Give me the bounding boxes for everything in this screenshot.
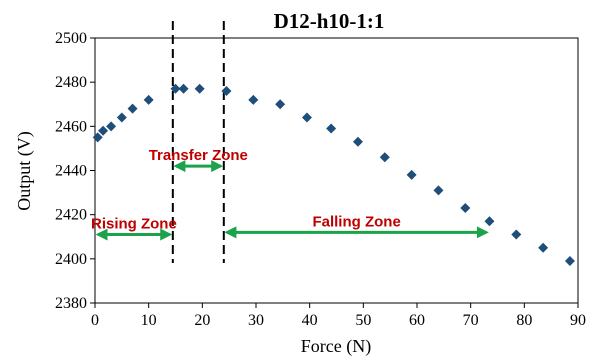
plot-frame: [94, 37, 579, 304]
x-tick-label: 80: [516, 312, 532, 329]
x-tick-label: 60: [409, 312, 425, 329]
data-point: [433, 185, 444, 196]
data-point: [301, 112, 312, 123]
data-point: [98, 125, 109, 136]
data-point: [484, 216, 495, 227]
data-point: [221, 86, 232, 96]
data-point: [127, 103, 138, 114]
y-tick-label: 2400: [55, 251, 87, 268]
y-tick-label: 2440: [55, 163, 87, 180]
data-point: [564, 256, 575, 267]
x-tick-label: 0: [91, 312, 99, 329]
x-tick-label: 30: [248, 312, 264, 329]
data-point: [248, 94, 259, 105]
y-tick-label: 2460: [55, 118, 87, 135]
data-point: [275, 99, 286, 110]
x-axis-label: Force (N): [301, 336, 371, 356]
zone-label: Falling Zone: [312, 213, 400, 230]
data-point: [406, 169, 417, 180]
x-tick-label: 70: [463, 312, 479, 329]
y-axis-label: Output (V): [14, 131, 35, 211]
x-tick-label: 10: [141, 312, 157, 329]
data-point: [194, 83, 205, 94]
zone-label: Rising Zone: [91, 216, 177, 233]
y-tick-label: 2420: [55, 207, 87, 224]
plot-area: 0 10 20 30 40 50 60 70 80 90 2380 2400 2420 2440 2460 2…: [55, 21, 586, 329]
data-point: [116, 112, 127, 123]
x-tick-label: 40: [302, 312, 318, 329]
x-tick-label: 20: [194, 312, 210, 329]
chart-title: D12-h10-1:1: [274, 9, 385, 33]
data-point: [106, 121, 117, 132]
data-point: [538, 242, 549, 253]
data-point: [460, 203, 471, 214]
data-point: [92, 132, 103, 143]
y-tick-label: 2380: [55, 295, 87, 312]
data-point: [326, 123, 337, 134]
data-point: [178, 83, 189, 94]
data-point: [511, 229, 522, 240]
zone-label: Transfer Zone: [149, 147, 248, 164]
data-point: [379, 152, 390, 163]
x-tick-label: 90: [570, 312, 586, 329]
data-point: [352, 136, 363, 147]
x-tick-label: 50: [355, 312, 371, 329]
y-tick-label: 2500: [55, 30, 87, 47]
y-tick-label: 2480: [55, 74, 87, 91]
data-point: [143, 94, 154, 105]
data-point: [170, 83, 181, 94]
